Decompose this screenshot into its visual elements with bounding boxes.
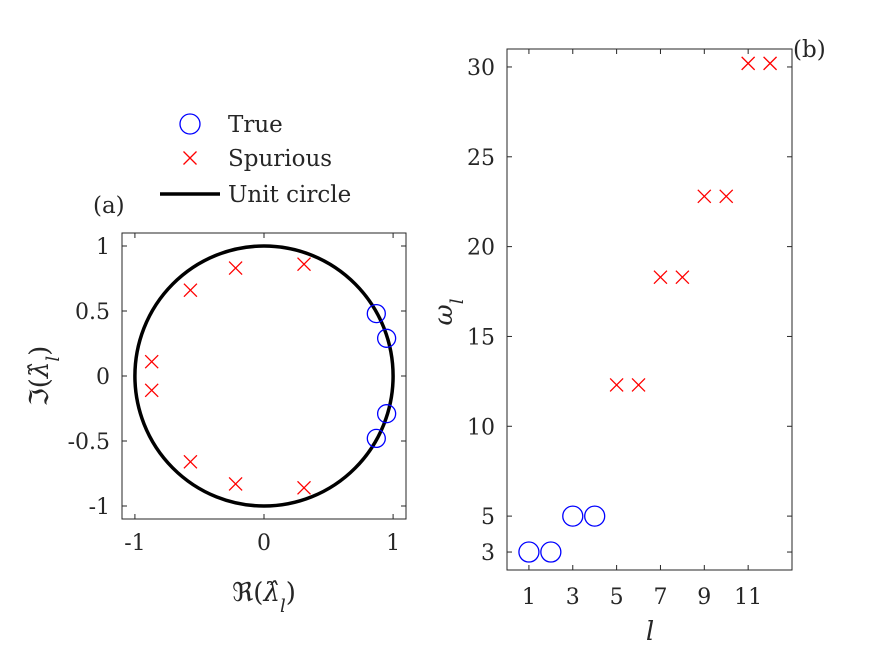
- spurious-point: [297, 480, 311, 495]
- y-tick-label: 3: [481, 541, 495, 566]
- y-tick-label: 1: [96, 235, 110, 260]
- x-tick-label: 3: [566, 585, 580, 610]
- spurious-point: [719, 189, 734, 204]
- y-tick-label: 15: [467, 325, 495, 350]
- axes-box-a: [121, 232, 407, 520]
- true-point: [376, 404, 397, 424]
- y-tick-label: -1: [89, 495, 110, 520]
- x-tick-label: 0: [257, 531, 271, 556]
- y-tick-label: 0.5: [75, 300, 110, 325]
- spurious-point: [697, 189, 712, 204]
- x-tick-label: 11: [734, 585, 762, 610]
- y-tick-label: 0: [96, 365, 110, 390]
- y-tick-label: 10: [467, 415, 495, 440]
- spurious-point: [144, 354, 159, 369]
- panel-label-b: (b): [793, 37, 826, 63]
- x-tick-label: -1: [124, 531, 145, 556]
- true-point: [366, 428, 386, 449]
- legend-label: Unit circle: [228, 182, 351, 208]
- legend-label: True: [228, 112, 283, 138]
- true-point: [540, 541, 562, 563]
- spurious-point: [741, 56, 756, 71]
- legend-true-marker: [179, 113, 201, 135]
- spurious-point: [653, 270, 668, 285]
- x-tick-label: 1: [522, 585, 536, 610]
- x-axis-label-b: l: [646, 617, 654, 647]
- y-axis-label-a: ℑ(λ̂l): [25, 346, 64, 407]
- panel-a: -1 0 1 1 0.5 0 -0.5 -1 ℜ(λ̂l) ℑ(λ̂l) (a): [25, 193, 407, 617]
- spurious-point: [675, 270, 690, 285]
- x-tick-label: 1: [386, 531, 400, 556]
- true-point: [518, 541, 540, 563]
- y-tick-label: 25: [467, 146, 495, 171]
- unit-circle: [133, 244, 395, 508]
- x-tick-label: 5: [610, 585, 624, 610]
- true-point: [562, 505, 584, 527]
- y-tick-label: 5: [481, 505, 495, 530]
- x-axis-label-a: ℜ(λ̂l): [232, 578, 296, 617]
- spurious-point: [609, 377, 624, 392]
- true-point: [366, 303, 386, 324]
- y-tick-label: -0.5: [68, 430, 110, 455]
- axes-box-b: [506, 48, 793, 571]
- spurious-point: [228, 476, 243, 491]
- legend: True Spurious Unit circle: [160, 112, 351, 208]
- spurious-point: [183, 283, 198, 298]
- y-tick-label: 20: [467, 236, 495, 261]
- spurious-point: [144, 383, 159, 398]
- panel-b: 1 3 5 7 9 11 3 5 10 15 20 25 30 l ωl (b): [429, 37, 826, 647]
- true-point: [376, 328, 397, 348]
- spurious-point: [183, 454, 198, 469]
- x-tick-label: 7: [653, 585, 667, 610]
- panel-label-a: (a): [93, 193, 125, 219]
- spurious-point: [631, 377, 646, 392]
- legend-label: Spurious: [228, 146, 332, 172]
- legend-spurious-marker: [183, 151, 197, 165]
- x-tick-label: 9: [697, 585, 711, 610]
- true-point: [584, 505, 606, 527]
- y-axis-label-b: ωl: [429, 298, 468, 325]
- y-tick-label: 30: [467, 56, 495, 81]
- spurious-point: [228, 261, 243, 276]
- spurious-point: [763, 56, 778, 71]
- spurious-point: [297, 257, 311, 272]
